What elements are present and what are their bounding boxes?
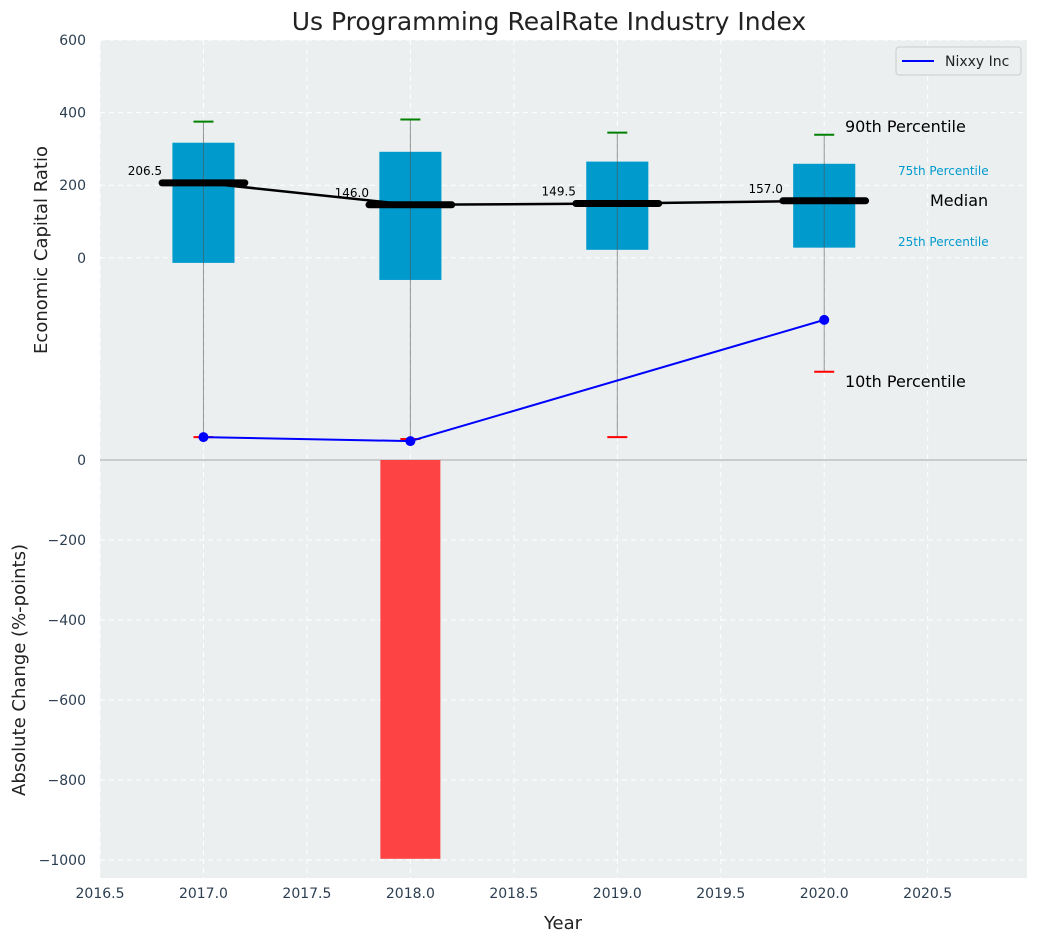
legend-label: Nixxy Inc — [945, 54, 1009, 70]
bottom-y-tick-label: 0 — [77, 453, 86, 469]
bottom-y-tick-label: −200 — [48, 533, 86, 549]
x-tick-label: 2017.5 — [282, 886, 331, 902]
top-y-tick-label: 200 — [59, 178, 86, 194]
x-tick-label: 2018.0 — [386, 886, 435, 902]
bottom-y-axis-label: Absolute Change (%-points) — [9, 544, 30, 796]
annotation-p90: 90th Percentile — [845, 117, 966, 136]
x-tick-label: 2019.5 — [696, 886, 745, 902]
x-tick-label: 2020.0 — [800, 886, 849, 902]
annotation-p25: 25th Percentile — [898, 235, 989, 249]
annotation-p75: 75th Percentile — [898, 164, 989, 178]
x-tick-label: 2019.0 — [593, 886, 642, 902]
company-point — [819, 314, 830, 325]
x-tick-label: 2018.5 — [489, 886, 538, 902]
company-point — [198, 432, 209, 443]
median-value-label: 206.5 — [128, 164, 162, 178]
x-tick-label: 2017.0 — [179, 886, 228, 902]
bottom-y-tick-label: −800 — [48, 773, 86, 789]
company-point — [405, 436, 416, 447]
median-value-label: 146.0 — [335, 186, 369, 200]
x-tick-label: 2020.5 — [903, 886, 952, 902]
top-y-axis-label: Economic Capital Ratio — [31, 146, 52, 354]
median-value-label: 149.5 — [542, 185, 576, 199]
plot-background — [100, 40, 1027, 878]
top-y-tick-label: 0 — [77, 251, 86, 267]
annotation-p10: 10th Percentile — [845, 372, 966, 391]
bottom-y-tick-label: −1000 — [39, 853, 86, 869]
top-y-tick-label: 600 — [59, 33, 86, 49]
top-y-tick-label: 400 — [59, 106, 86, 122]
median-trend-line — [203, 181, 825, 207]
legend: Nixxy Inc — [895, 46, 1022, 76]
x-tick-label: 2016.5 — [76, 886, 125, 902]
chart-title: Us Programming RealRate Industry Index — [292, 7, 806, 36]
bottom-y-tick-label: −400 — [48, 613, 86, 629]
x-axis-label: Year — [543, 913, 583, 934]
median-value-label: 157.0 — [748, 182, 782, 196]
annotation-median: Median — [930, 191, 988, 210]
change-bar — [380, 460, 441, 859]
bottom-y-tick-label: −600 — [48, 693, 86, 709]
